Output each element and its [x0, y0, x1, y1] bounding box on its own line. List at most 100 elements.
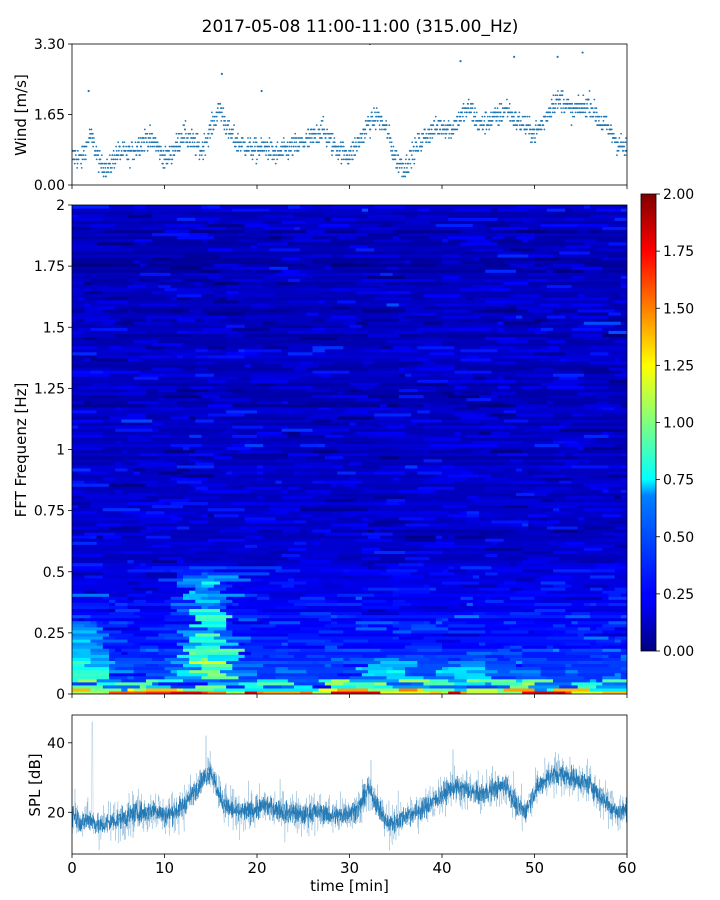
wind-point: [194, 137, 197, 139]
spectrogram-cell: [423, 544, 455, 548]
spectrogram-cell: [577, 608, 610, 613]
spectrogram-cell: [195, 339, 227, 344]
spectrogram-cell: [559, 648, 573, 652]
spectrogram-cell: [614, 425, 627, 429]
spectrogram-cell: [300, 544, 338, 548]
spectrogram-cell: [90, 687, 122, 692]
spectrogram-cell: [349, 565, 369, 570]
wind-point: [80, 162, 82, 165]
spectrogram-cell: [429, 455, 449, 460]
spectrogram-cell: [460, 608, 480, 613]
spectrogram-cell: [306, 651, 344, 655]
spectrogram-cell: [460, 501, 492, 506]
spectrogram-cell: [472, 318, 486, 322]
spectrogram-cell: [300, 648, 326, 652]
spectrogram-cell: [133, 675, 166, 680]
spectrogram-cell: [337, 415, 375, 420]
spectrogram-cell: [133, 311, 166, 316]
wind-point: [374, 120, 377, 122]
spectrogram-cell: [306, 678, 320, 683]
spectrogram-cell: [435, 318, 462, 322]
spectrogram-cell: [565, 431, 603, 435]
wind-point: [506, 98, 508, 101]
spectrogram-cell: [472, 311, 505, 316]
wind-point: [224, 124, 227, 127]
spectrogram-cell: [312, 409, 344, 414]
spectrogram-cell: [281, 431, 289, 435]
wind-point: [267, 149, 270, 152]
spectrogram-cell: [312, 440, 320, 444]
spectrogram-cell: [195, 351, 227, 356]
spectrogram-cell: [540, 345, 548, 350]
spectrogram-cell: [109, 654, 141, 658]
spectrogram-cell: [454, 412, 486, 417]
spectrogram-cell: [361, 672, 375, 677]
spectrogram-cell: [386, 348, 418, 353]
spectrogram-cell: [583, 394, 597, 399]
spectrogram-cell: [201, 690, 209, 694]
spectrogram-cell: [90, 357, 129, 362]
spectrogram-cell: [306, 528, 314, 533]
spectrogram-cell: [324, 519, 351, 524]
wind-point: [228, 120, 231, 122]
spectrogram-cell: [220, 382, 258, 386]
spectrogram-cell: [355, 645, 394, 649]
spectrogram-cell: [361, 449, 400, 454]
spectrogram-cell: [435, 541, 455, 545]
spectrogram-cell: [374, 391, 406, 396]
spectrogram-cell: [287, 409, 295, 414]
spectrogram-cell: [429, 351, 455, 356]
spectrogram-cell: [176, 642, 203, 646]
spectrogram-cell: [146, 562, 172, 567]
spectrogram-cell: [398, 620, 406, 625]
spectrogram-cell: [534, 366, 554, 371]
wind-point: [254, 145, 256, 148]
wind-point: [594, 115, 597, 118]
spectrogram-cell: [337, 535, 344, 539]
spectrogram-cell: [269, 544, 283, 548]
spectrogram-cell: [602, 675, 622, 680]
spectrogram-cell: [596, 363, 627, 368]
spectrogram-cell: [392, 538, 406, 542]
spectrogram-cell: [602, 415, 616, 420]
spectrogram-cell: [213, 373, 252, 377]
wind-point: [124, 149, 127, 152]
spectrogram-cell: [127, 568, 166, 573]
spectrogram-cell: [109, 614, 135, 619]
wind-point: [231, 132, 234, 135]
wind-point: [590, 102, 592, 105]
wind-point: [561, 90, 564, 92]
wind-point: [450, 137, 452, 139]
spectrogram-cell: [479, 473, 492, 478]
spectrogram-cell: [590, 440, 616, 444]
spectrogram-cell: [583, 525, 616, 530]
spectrogram-cell: [583, 519, 597, 524]
spectrogram-cell: [195, 418, 215, 423]
spectrogram-cell: [442, 669, 468, 674]
spectrogram-cell: [269, 550, 301, 555]
spectrogram-cell: [466, 428, 492, 432]
spectrogram-cell: [466, 324, 505, 328]
spectrogram-cell: [331, 385, 357, 389]
spectrogram-cell: [423, 330, 449, 334]
spectrogram-cell: [349, 351, 388, 356]
spectrogram-cell: [238, 617, 258, 622]
spectrogram-cell: [84, 504, 92, 509]
wind-point: [295, 137, 298, 139]
spectrogram-cell: [454, 614, 480, 619]
spectrogram-cell: [170, 684, 196, 689]
wind-point: [582, 111, 585, 114]
wind-point: [305, 132, 308, 135]
wind-point: [223, 115, 226, 118]
spectrogram-cell: [534, 681, 573, 686]
spectrogram-cell: [485, 412, 492, 417]
spectrogram-cell: [491, 535, 523, 539]
wind-point: [290, 149, 292, 152]
spectrogram-cell: [583, 583, 610, 588]
spectrogram-cell: [620, 446, 627, 451]
wind-point: [216, 120, 218, 122]
spectrogram-cell: [608, 431, 616, 435]
spectrogram-cell: [435, 556, 443, 561]
wind-point: [315, 124, 318, 127]
spectrogram-cell: [300, 657, 332, 661]
